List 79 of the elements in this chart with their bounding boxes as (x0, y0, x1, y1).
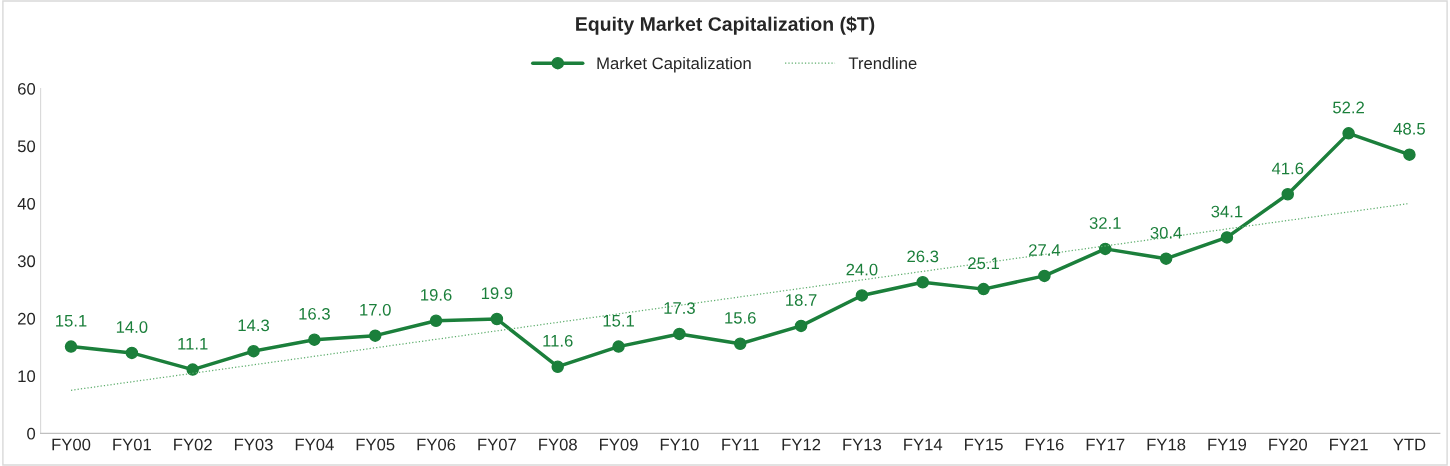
legend-label: Market Capitalization (597, 56, 751, 73)
point (1159, 252, 1173, 265)
data-label: 11.1 (178, 337, 208, 350)
point (977, 282, 990, 296)
point (1342, 127, 1355, 140)
point (1403, 148, 1416, 161)
x-tick-label: FY17 (1086, 438, 1125, 451)
point (551, 360, 564, 373)
y-tick-label: 50 (17, 140, 36, 153)
y-tick-label: 60 (18, 82, 36, 95)
point (490, 312, 504, 326)
data-label: 14.0 (116, 321, 148, 333)
x-tick-label: FY12 (782, 438, 821, 451)
data-label: 15.1 (56, 315, 87, 327)
data-label: 34.1 (1211, 205, 1243, 218)
chart-title: Equity Market Capitalization ($T) (576, 16, 875, 35)
y-tick-label: 10 (18, 370, 36, 383)
y-tick-label: 30 (17, 255, 36, 268)
x-tick-label: FY20 (1269, 438, 1308, 451)
data-label: 19.9 (481, 287, 513, 300)
point (612, 340, 625, 353)
x-tick-label: FY09 (600, 438, 638, 451)
data-label: 15.6 (725, 311, 756, 324)
x-tick-label: YTD (1393, 438, 1426, 451)
x-tick-label: FY19 (1208, 438, 1247, 451)
data-label: 16.3 (299, 307, 330, 320)
legend-label: Trendline (848, 56, 917, 70)
point (733, 337, 747, 350)
data-label: 14.3 (238, 319, 270, 332)
data-label: 17.3 (664, 302, 695, 314)
x-tick-label: FY15 (965, 438, 1003, 451)
data-label: 24.0 (846, 263, 878, 276)
x-tick-label: FY10 (660, 438, 699, 451)
point (308, 333, 321, 346)
x-tick-label: FY04 (295, 438, 334, 451)
y-tick-label: 0 (27, 427, 36, 440)
x-tick-label: FY11 (722, 438, 759, 451)
data-label: 18.7 (786, 294, 817, 306)
x-tick-label: FY13 (843, 438, 882, 451)
point (368, 329, 382, 342)
point (794, 319, 808, 333)
x-tick-label: FY21 (1330, 438, 1368, 451)
data-label: 48.5 (1393, 122, 1425, 135)
point (673, 327, 686, 341)
data-label: 25.1 (968, 257, 999, 270)
data-label: 52.2 (1333, 101, 1364, 114)
point (1281, 188, 1295, 201)
data-label: 15.1 (603, 315, 634, 327)
x-tick-label: FY08 (539, 438, 577, 451)
data-label: 32.1 (1089, 217, 1121, 229)
x-tick-label: FY07 (478, 438, 516, 451)
x-tick-label: FY16 (1025, 438, 1064, 451)
x-tick-label: FY05 (356, 438, 395, 451)
data-label: 11.6 (543, 334, 573, 347)
point (429, 314, 443, 327)
point (1098, 242, 1112, 256)
data-label: 27.4 (1029, 244, 1061, 256)
x-tick-label: FY00 (52, 438, 91, 451)
x-tick-label: FY18 (1147, 438, 1186, 451)
x-tick-label: FY06 (417, 438, 456, 451)
y-tick-label: 20 (18, 312, 36, 325)
point (855, 289, 869, 302)
x-tick-label: FY14 (904, 438, 943, 451)
y-tick-label: 40 (17, 197, 36, 210)
data-label: 30.4 (1150, 226, 1182, 239)
point (916, 275, 929, 289)
x-tick-label: FY02 (174, 438, 212, 451)
x-tick-label: FY01 (113, 438, 151, 451)
data-label: 41.6 (1271, 162, 1304, 175)
data-label: 19.6 (421, 288, 452, 301)
point (1220, 231, 1234, 244)
point (64, 340, 78, 353)
point (186, 363, 199, 376)
data-label: 17.0 (360, 303, 391, 316)
point (247, 344, 260, 358)
point (1038, 269, 1051, 283)
x-tick-label: FY03 (234, 438, 273, 451)
data-label: 26.3 (907, 250, 939, 263)
point (125, 346, 139, 360)
